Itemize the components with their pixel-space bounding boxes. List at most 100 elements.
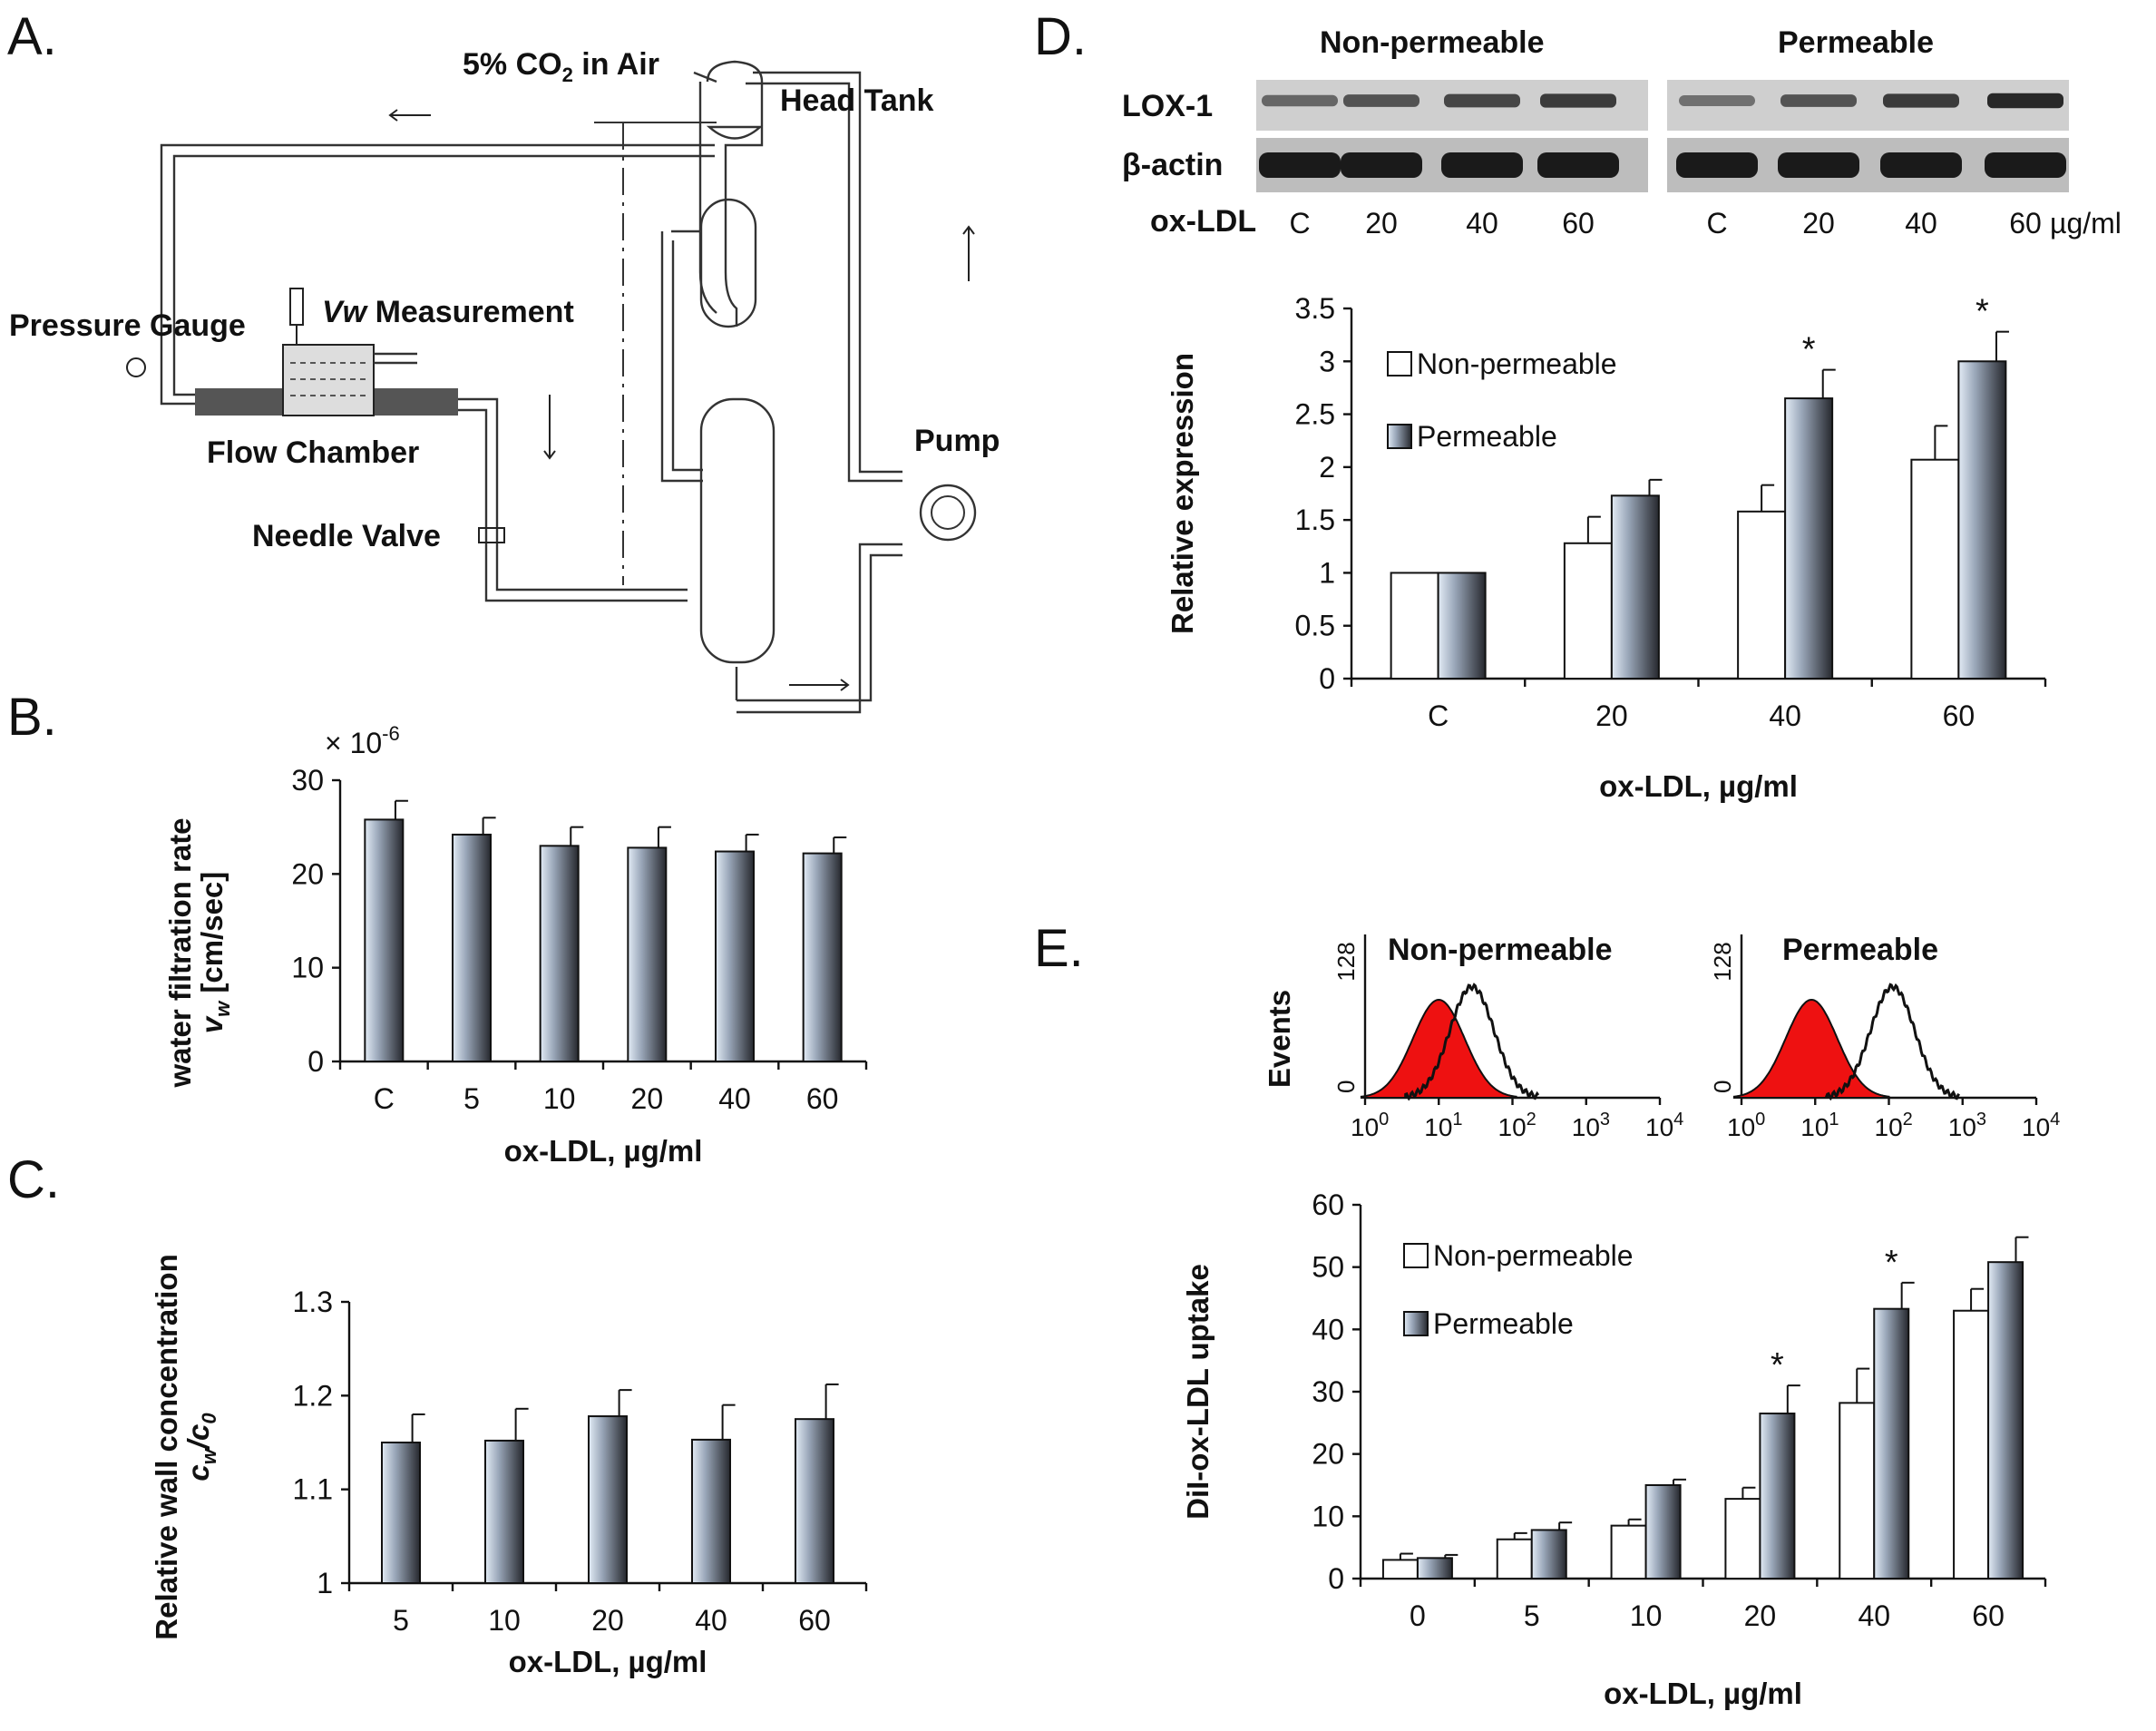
D-xlabel: ox-LDL, µg/ml xyxy=(1599,769,1798,803)
lox1-band xyxy=(1780,94,1857,107)
E-legend-swatch xyxy=(1403,1311,1429,1336)
actin-band xyxy=(1537,152,1619,178)
D-ytick-label: 3.5 xyxy=(1295,292,1335,325)
head-tank-label: Head Tank xyxy=(780,83,934,118)
D-bar-non-permeable xyxy=(1563,542,1613,680)
D-ytick-label: 2 xyxy=(1319,451,1335,484)
E-bar-non-permeable xyxy=(1381,1559,1419,1580)
E-bar-permeable xyxy=(1644,1484,1682,1579)
D-ytick-label: 1.5 xyxy=(1295,504,1335,536)
blot-group-non-permeable: Non-permeable xyxy=(1320,25,1545,60)
E-bar-permeable xyxy=(1530,1529,1567,1579)
E-significance-star: * xyxy=(1885,1244,1898,1282)
B-bar-vw xyxy=(364,818,405,1063)
E-bar-non-permeable xyxy=(1724,1498,1761,1580)
D-ytick-label: 0 xyxy=(1319,662,1335,695)
B-ytick-label: 10 xyxy=(291,952,324,984)
C-category-label: 40 xyxy=(695,1604,727,1637)
D-legend-swatch xyxy=(1387,424,1412,449)
B-category-label: 20 xyxy=(631,1082,664,1115)
flow-chamber-label: Flow Chamber xyxy=(207,435,419,470)
perfusion-apparatus-diagram: 5% CO2 in Air Head Tank Pressure Gauge V… xyxy=(9,47,1000,714)
blot-unit: µg/ml xyxy=(2050,207,2122,240)
E-category-label: 20 xyxy=(1744,1599,1777,1632)
C-bar-cw-c0 xyxy=(381,1442,421,1584)
B-category-label: 40 xyxy=(718,1082,751,1115)
chart-e-dil-uptake: 0 10 20 30 40 50 60 0 5 10 20 * 40 * 60 ox-LDL, µg/ml No… xyxy=(1181,1188,2047,1710)
E-category-label: 40 xyxy=(1858,1599,1890,1632)
flow-decade-label: 102 xyxy=(1875,1110,1913,1141)
E-ytick-label: 10 xyxy=(1312,1500,1344,1532)
D-category-label: C xyxy=(1428,699,1449,732)
B-category-label: 5 xyxy=(463,1082,480,1115)
flow-cytometry: Events 128 0 Non-permeable 100 101 102 103 104 1… xyxy=(1263,933,2060,1141)
B-category-label: C xyxy=(374,1082,395,1115)
lox1-band xyxy=(1987,93,2063,109)
blot-lane-label: 40 xyxy=(1466,207,1498,240)
flow-ymin-label: 0 xyxy=(1332,1081,1360,1093)
chart-c-wall-concentration: 1 1.1 1.2 1.3 5 10 20 40 60 ox-LDL, µg/ml xyxy=(293,1286,868,1678)
flow-uptake-histogram xyxy=(1404,983,1540,1101)
C-ytick-label: 1.3 xyxy=(293,1286,333,1318)
flow-ymax-label: 128 xyxy=(1709,942,1736,981)
flow-control-histogram xyxy=(1360,998,1517,1099)
C-bar-cw-c0 xyxy=(795,1418,834,1584)
svg-text:water filtration rate: water filtration rate xyxy=(163,817,197,1088)
C-ytick-label: 1.1 xyxy=(293,1473,333,1506)
D-ytick-label: 0.5 xyxy=(1295,610,1335,642)
C-category-label: 5 xyxy=(393,1604,409,1637)
B-ytick-label: 20 xyxy=(291,857,324,890)
B-ytick-label: 0 xyxy=(307,1045,324,1078)
D-bar-permeable xyxy=(1957,360,2007,680)
blot-lane-label: 20 xyxy=(1365,207,1398,240)
D-category-label: 20 xyxy=(1595,699,1628,732)
D-significance-star: * xyxy=(1976,293,1989,331)
chart-c-ylabel: Relative wall concentration cw/c0 xyxy=(150,1254,220,1639)
flow-decade-label: 103 xyxy=(1948,1110,1986,1141)
flow-decade-label: 103 xyxy=(1572,1110,1610,1141)
E-xlabel: ox-LDL, µg/ml xyxy=(1604,1677,1802,1710)
lox1-band xyxy=(1444,93,1520,108)
D-ylabel: Relative expression xyxy=(1166,353,1199,634)
pressure-gauge-label: Pressure Gauge xyxy=(9,308,246,343)
vw-measurement-label: Vw Measurement xyxy=(322,295,574,329)
C-bar-cw-c0 xyxy=(484,1439,524,1585)
actin-band xyxy=(1985,152,2066,178)
flow-ymin-label: 0 xyxy=(1709,1081,1736,1093)
lox1-band xyxy=(1883,93,1959,108)
blot-lane-label: C xyxy=(1706,207,1727,240)
actin-band xyxy=(1341,152,1422,178)
D-legend-swatch xyxy=(1387,351,1412,377)
panel-label-c: C. xyxy=(7,1150,60,1209)
E-bar-non-permeable xyxy=(1610,1524,1647,1579)
E-bar-non-permeable xyxy=(1953,1309,1990,1579)
C-ytick-label: 1 xyxy=(317,1567,333,1599)
blot-oxldl-label: ox-LDL xyxy=(1150,204,1256,239)
C-bar-cw-c0 xyxy=(691,1438,731,1585)
panel-label-e: E. xyxy=(1034,919,1084,978)
B-ytick-label: 30 xyxy=(291,764,324,797)
actin-band xyxy=(1778,152,1859,178)
B-bar-vw xyxy=(715,850,755,1062)
C-xlabel: ox-LDL, µg/ml xyxy=(509,1645,707,1678)
co2-label: 5% CO2 in Air xyxy=(463,47,659,86)
lox1-band xyxy=(1679,95,1755,106)
E-ytick-label: 30 xyxy=(1312,1375,1344,1408)
B-xlabel: ox-LDL, µg/ml xyxy=(504,1134,703,1168)
D-bar-permeable xyxy=(1437,572,1487,680)
flow-control-histogram xyxy=(1732,998,1890,1099)
C-bar-cw-c0 xyxy=(588,1415,628,1584)
lox1-band xyxy=(1343,94,1419,107)
E-legend-label: Non-permeable xyxy=(1433,1239,1634,1272)
D-legend-label: Permeable xyxy=(1417,420,1557,453)
D-bar-permeable xyxy=(1610,494,1660,680)
D-ytick-label: 2.5 xyxy=(1295,398,1335,431)
E-category-label: 60 xyxy=(1972,1599,2005,1632)
D-legend-label: Non-permeable xyxy=(1417,347,1617,380)
blot-lane-label: 60 xyxy=(1562,207,1595,240)
E-legend-swatch xyxy=(1403,1243,1429,1268)
B-bar-vw xyxy=(539,845,580,1062)
E-ytick-label: 50 xyxy=(1312,1251,1344,1284)
actin-band xyxy=(1676,152,1758,178)
blot-lane-label: 40 xyxy=(1905,207,1937,240)
